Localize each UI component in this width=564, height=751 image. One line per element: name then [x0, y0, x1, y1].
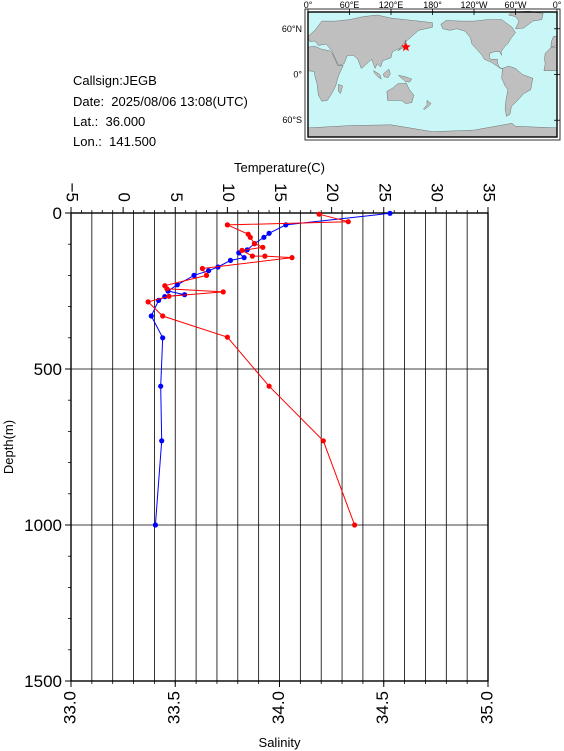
- map-lon-label: 120°E: [379, 0, 404, 10]
- salinity-data-point: [289, 255, 295, 261]
- salinity-tick-label: 34.5: [373, 691, 392, 724]
- map-lat-label: 0°: [293, 70, 302, 80]
- salinity-tick-label: 34.0: [269, 691, 288, 724]
- temperature-data-point: [227, 257, 234, 263]
- depth-axis-label: Depth(m): [1, 420, 16, 474]
- map-land-eurasia: [307, 14, 433, 69]
- salinity-data-point: [260, 244, 266, 250]
- salinity-data-point: [345, 219, 351, 225]
- map-land-south-america: [501, 65, 534, 117]
- temperature-tick-label: 5: [167, 193, 186, 202]
- salinity-data-point: [224, 334, 230, 340]
- temperature-data-point: [160, 335, 166, 341]
- temperature-data-point: [241, 255, 247, 261]
- salinity-data-point: [145, 299, 151, 305]
- map-lon-label: 60°W: [504, 0, 527, 10]
- map-land-new-zealand: [423, 99, 432, 110]
- salinity-data-point: [262, 253, 268, 259]
- latitude-text: Lat.: 36.000: [73, 114, 146, 129]
- map-land-borneo: [383, 68, 391, 78]
- depth-tick-label: 1500: [24, 672, 62, 691]
- temperature-data-point: [206, 268, 212, 274]
- salinity-tick-label: 35.0: [477, 691, 496, 724]
- temperature-tick-label: 30: [427, 183, 446, 202]
- map-lon-label: 120°W: [460, 0, 488, 10]
- map-lon-label: 0°: [553, 0, 562, 10]
- temperature-data-point: [266, 230, 272, 236]
- callsign-text: Callsign:JEGB: [73, 73, 157, 88]
- temperature-data-point: [158, 383, 164, 389]
- map-land-sumatra: [373, 70, 382, 80]
- temperature-data-point: [387, 210, 393, 216]
- depth-tick-label: 500: [34, 360, 62, 379]
- salinity-data-point: [199, 265, 205, 272]
- depth-tick-label: 0: [53, 204, 62, 223]
- world-map: 0° 60°E 120°E 180° 120°W 60°W 0° 60°N 0° 60°S: [282, 0, 562, 141]
- map-lon-label: 0°: [304, 0, 313, 10]
- temperature-tick-label: 10: [219, 183, 238, 202]
- temperature-tick-label: 15: [271, 183, 290, 202]
- salinity-data-point: [251, 241, 258, 247]
- map-land-new-guinea: [398, 74, 413, 83]
- map-land-madagascar: [338, 84, 343, 95]
- temperature-data-point: [152, 522, 158, 528]
- salinity-data-point: [166, 293, 172, 299]
- temperature-data-point: [261, 234, 267, 240]
- depth-tick-label: 1000: [24, 516, 62, 535]
- temperature-tick-label: 25: [375, 183, 394, 202]
- map-land-africa: [307, 46, 344, 102]
- map-lon-label: 180°: [423, 0, 442, 10]
- temperature-data-point: [148, 313, 154, 319]
- salinity-profile-line: [147, 213, 356, 526]
- longitude-text: Lon.: 141.500: [73, 134, 157, 149]
- map-land-australia: [386, 82, 415, 104]
- temperature-data-point: [159, 438, 165, 444]
- station-marker-icon: [401, 42, 411, 52]
- salinity-data-point: [247, 234, 253, 240]
- date-text: Date: 2025/08/06 13:08(UTC): [73, 94, 248, 109]
- temperature-tick-label: 0: [115, 193, 134, 202]
- temperature-data-point: [174, 282, 180, 288]
- salinity-data-point: [239, 247, 245, 253]
- temperature-tick-label: −5: [63, 183, 82, 202]
- salinity-data-point: [316, 211, 322, 217]
- salinity-data-point: [164, 286, 170, 292]
- salinity-data-point: [220, 289, 226, 295]
- salinity-axis-label: Salinity: [259, 735, 301, 750]
- map-lon-label: 60°E: [340, 0, 360, 10]
- salinity-data-point: [352, 522, 358, 528]
- salinity-data-point: [224, 222, 230, 228]
- salinity-data-point: [160, 313, 166, 319]
- temperature-profile-line: [150, 212, 391, 526]
- salinity-data-point: [266, 383, 272, 389]
- salinity-data-point: [320, 438, 326, 444]
- map-land-north-america: [440, 19, 516, 69]
- salinity-data-point: [203, 272, 210, 278]
- map-lat-label: 60°S: [282, 115, 302, 125]
- temperature-axis-label: Temperature(C): [234, 160, 325, 175]
- map-land-iberia-edge: [550, 36, 558, 48]
- map-land-greenland: [508, 10, 544, 30]
- temperature-tick-label: 20: [323, 183, 342, 202]
- map-lat-label: 60°N: [282, 24, 302, 34]
- salinity-data-point: [249, 253, 255, 259]
- salinity-tick-label: 33.5: [165, 691, 184, 724]
- temperature-data-point: [191, 272, 197, 278]
- salinity-tick-label: 33.0: [60, 691, 79, 724]
- temperature-tick-label: 35: [480, 183, 499, 202]
